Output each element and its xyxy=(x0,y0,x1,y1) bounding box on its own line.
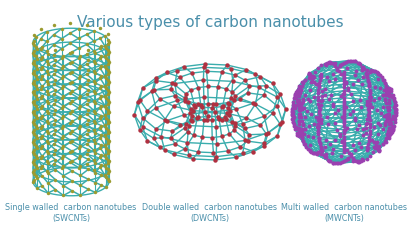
Text: Double walled  carbon nanotubes
(DWCNTs): Double walled carbon nanotubes (DWCNTs) xyxy=(142,203,278,223)
Text: Various types of carbon nanotubes: Various types of carbon nanotubes xyxy=(77,15,343,30)
Text: Single walled  carbon nanotubes
(SWCNTs): Single walled carbon nanotubes (SWCNTs) xyxy=(5,203,136,223)
Text: Multi walled  carbon nanotubes
(MWCNTs): Multi walled carbon nanotubes (MWCNTs) xyxy=(281,203,407,223)
